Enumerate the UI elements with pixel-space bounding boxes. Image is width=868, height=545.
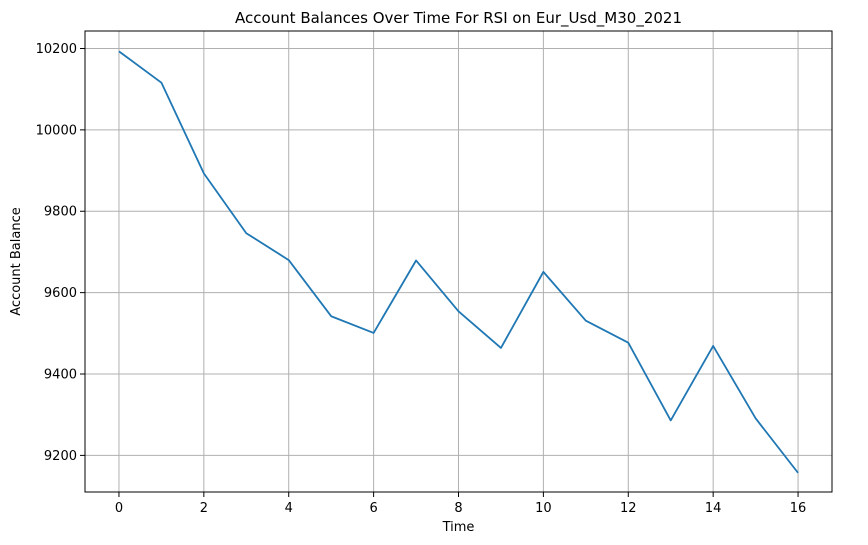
y-axis: 9200 9400 9600 9800 10000 10200 [36,42,85,464]
x-tick-label: 16 [790,501,807,516]
x-tick-label: 4 [285,501,293,516]
x-tick-label: 12 [620,501,637,516]
x-tick-label: 2 [200,501,208,516]
series-line [118,50,799,474]
series-layer [118,50,799,474]
x-axis: 0 2 4 6 8 10 12 14 16 [115,492,807,516]
y-tick-label: 9200 [44,449,77,464]
y-tick-label: 10200 [36,42,77,57]
x-tick-label: 6 [369,501,377,516]
y-tick-label: 9400 [44,368,77,383]
y-axis-label: Account Balance [9,207,24,315]
y-tick-label: 10000 [36,123,77,138]
y-tick-label: 9800 [44,205,77,220]
x-tick-label: 14 [705,501,722,516]
x-tick-label: 0 [115,501,123,516]
x-axis-label: Time [442,520,475,535]
x-tick-label: 8 [454,501,462,516]
x-tick-label: 10 [535,501,552,516]
grid-lines [85,31,832,492]
y-tick-label: 9600 [44,286,77,301]
chart-title: Account Balances Over Time For RSI on Eu… [235,9,682,28]
